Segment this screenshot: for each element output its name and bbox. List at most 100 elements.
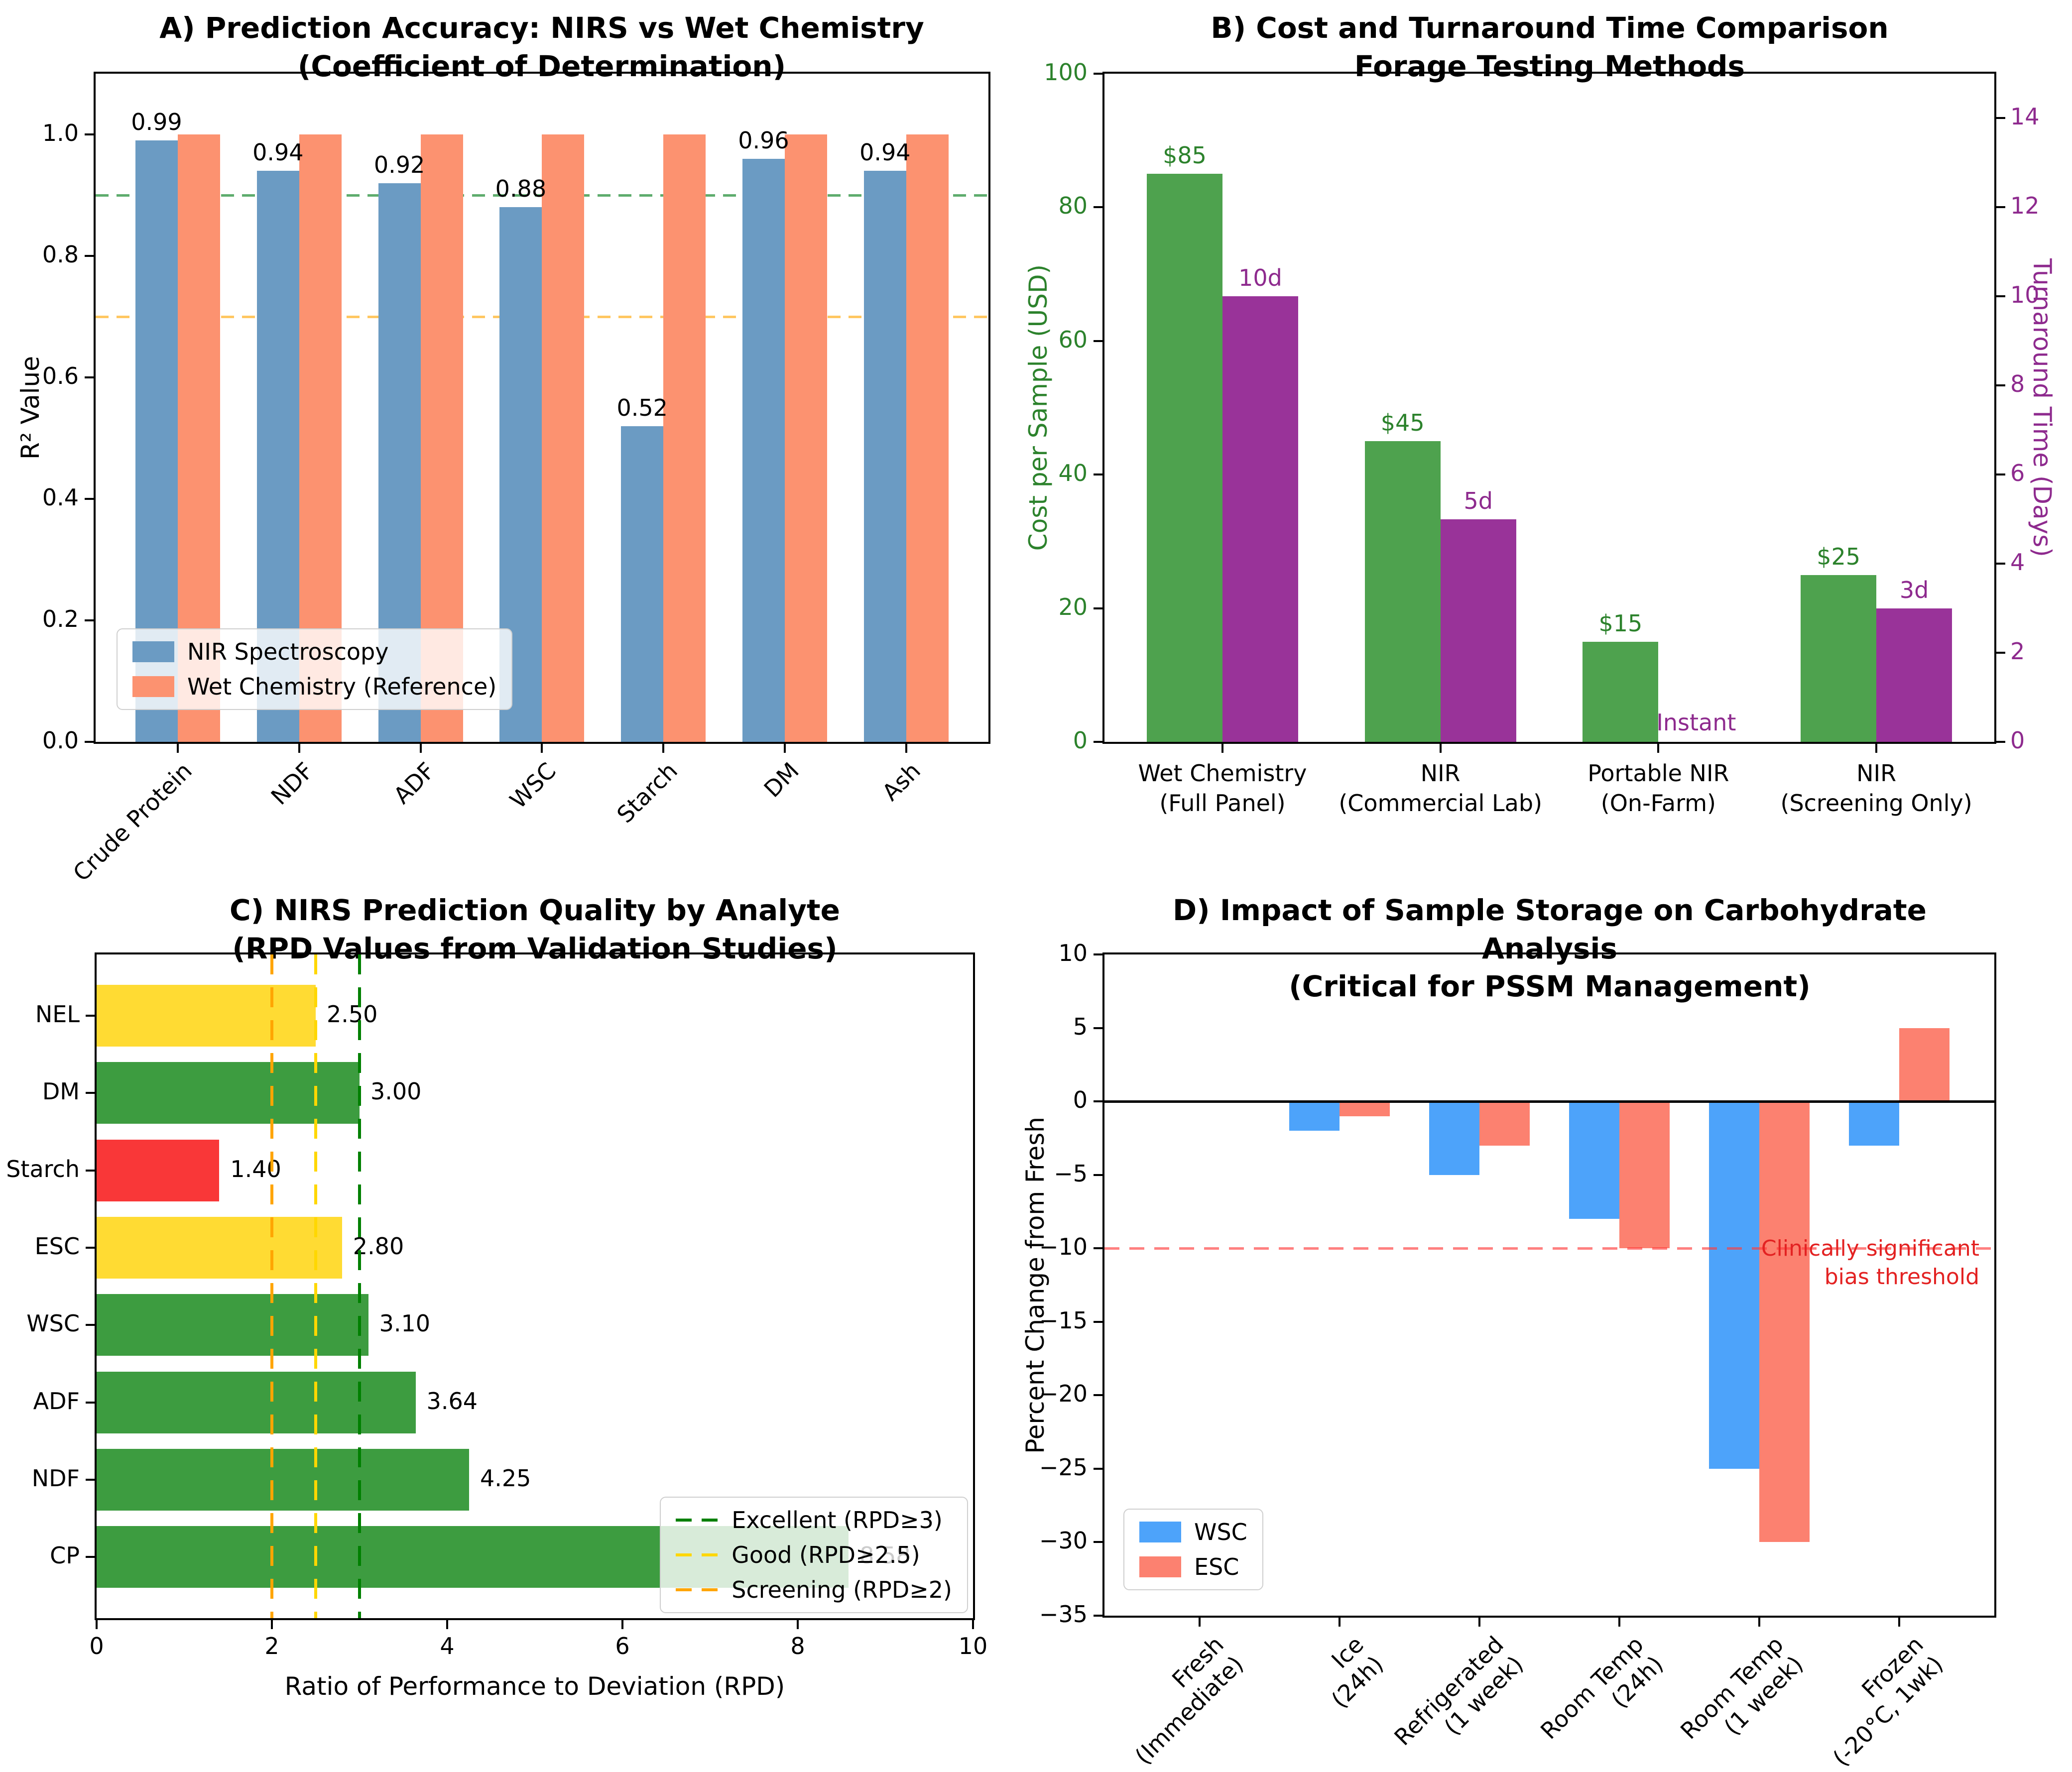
panel-b-xtick-mark [1439,744,1442,753]
bar-a-value-label: 0.96 [738,126,789,154]
panel-d-legend-item-1-swatch [1139,1556,1181,1577]
panel-a-ytick-label: 0.6 [42,362,79,389]
panel-d-ytick-mark [1094,1247,1102,1250]
panel-b-left-ytick-mark [1094,340,1102,342]
panel-d-ytick-label: −15 [1039,1306,1088,1334]
panel-a-legend-item-1: Wet Chemistry (Reference) [132,673,496,700]
bar-d-esc-4 [1759,1101,1810,1542]
panel-b-left-ytick-label: 0 [1073,727,1088,754]
panel-d-threshold-text: Clinically significant bias threshold [1761,1236,1979,1290]
panel-d-ytick-mark [1094,1174,1102,1176]
bar-b-days-label: 5d [1463,487,1493,514]
bar-c-starch [97,1139,220,1201]
panel-a-ytick-mark [85,741,94,743]
panel-a-title: A) Prediction Accuracy: NIRS vs Wet Chem… [159,11,924,83]
bar-b-cost-label: $25 [1817,543,1860,570]
bar-c-dm [97,1062,360,1124]
bar-d-wsc-2 [1429,1101,1479,1175]
panel-c-ytick-mark [86,1169,95,1172]
panel-c-legend-item-0-swatch [676,1519,719,1522]
panel-a-ytick-mark [85,133,94,135]
panel-c-ytick-mark [86,1015,95,1017]
panel-b-right-ytick-label: 10 [2010,281,2040,309]
panel-c-threshold-line-0 [358,954,361,1618]
panel-d-legend-item-1: ESC [1139,1553,1247,1580]
panel-d-ytick-mark [1094,1027,1102,1029]
bar-d-wsc-4 [1709,1101,1759,1469]
bar-b-cost-3 [1801,575,1877,742]
panel-d-title: D) Impact of Sample Storage on Carbohydr… [1173,893,1927,1004]
panel-d-ytick-label: −20 [1039,1380,1088,1408]
panel-a-xtick-mark [298,744,300,753]
panel-b-left-ytick-label: 80 [1058,192,1088,220]
panel-c-legend-item-2-swatch [676,1588,719,1591]
bar-c-value-label: 2.50 [327,1001,378,1028]
panel-b-right-ytick-label: 12 [2010,192,2040,220]
bar-a-value-label: 0.52 [616,394,668,421]
bar-c-value-label: 3.10 [379,1310,431,1337]
panel-a-ytick-label: 0.0 [42,727,79,754]
panel-d-ytick-mark [1094,1394,1102,1397]
panel-d-ytick-mark [1094,953,1102,955]
panel-b-xtick-label: NIR (Commercial Lab) [1339,760,1543,817]
panel-b-right-ytick-mark [1996,473,2005,476]
panel-a-ytick-label: 0.8 [42,241,79,268]
panel-b-xtick-label: Wet Chemistry (Full Panel) [1138,760,1307,817]
panel-b-left-y-axis-label: Cost per Sample (USD) [1021,74,1056,742]
bar-b-days-label: 10d [1238,264,1282,292]
bar-a-value-label: 0.99 [131,109,182,136]
panel-c-xtick-mark [621,1620,623,1629]
bar-b-days-label: 3d [1899,576,1929,603]
panel-d-xtick-mark [1758,1618,1760,1627]
panel-a-legend-item-0-label: NIR Spectroscopy [187,638,389,665]
panel-c-threshold-line-2 [270,954,273,1618]
panel-a-ytick-mark [85,619,94,621]
panel-a-ytick-label: 0.4 [42,484,79,511]
panel-c-ytick-label: Starch [6,1155,80,1182]
panel-a-legend-item-0: NIR Spectroscopy [132,638,496,665]
panel-d-legend: WSC ESC [1123,1509,1263,1590]
bar-c-value-label: 4.25 [480,1464,531,1492]
panel-b-right-ytick-mark [1996,206,2005,209]
panel-d-legend-item-0-swatch [1139,1522,1181,1542]
panel-c-ytick-label: ESC [34,1232,80,1260]
panel-c-x-axis-label: Ratio of Performance to Deviation (RPD) [284,1672,785,1701]
panel-a-plot-border [94,72,990,744]
panel-c-ytick-mark [86,1478,95,1481]
bar-c-value-label: 2.80 [353,1232,404,1260]
panel-b-left-ytick-mark [1094,73,1102,75]
panel-a-legend-item-1-label: Wet Chemistry (Reference) [187,673,497,700]
panel-b-left-ytick-label: 20 [1058,593,1088,620]
panel-d-xtick-mark [1618,1618,1620,1627]
panel-d-legend-item-1-label: ESC [1194,1553,1239,1580]
panel-c-xtick-mark [446,1620,448,1629]
panel-c-ytick-label: NDF [31,1464,80,1492]
panel-b-left-ytick-mark [1094,607,1102,609]
bar-a-wetchem-5 [785,134,827,742]
bar-a-wetchem-6 [906,134,949,742]
bar-b-cost-2 [1583,641,1659,742]
panel-b-right-ytick-label: 2 [2010,638,2025,665]
panel-c-xtick-mark [271,1620,273,1629]
panel-c-ytick-label: CP [50,1542,80,1569]
panel-c-legend-item-2: Screening (RPD≥2) [676,1576,952,1603]
panel-b-left-ytick-label: 40 [1058,460,1088,487]
panel-d-ytick-label: −5 [1054,1160,1088,1187]
panel-a-ytick-label: 1.0 [42,119,79,146]
bar-c-value-label: 3.00 [370,1078,422,1105]
panel-d-threshold-line [1104,1247,1994,1250]
panel-b-left-ytick-label: 100 [1044,59,1088,86]
panel-b-right-y-axis-label-text: Turnaround Time (Days) [2028,258,2057,557]
panel-b-right-ytick-label: 14 [2010,103,2040,130]
panel-d-ytick-label: −25 [1039,1453,1088,1481]
panel-c-threshold-line-1 [314,954,317,1618]
panel-a-xtick-mark [905,744,907,753]
panel-c-xtick-mark [96,1620,98,1629]
panel-c-xtick-label: 8 [790,1633,805,1659]
panel-c-ytick-mark [86,1401,95,1404]
panel-d-ytick-label: 10 [1058,940,1088,966]
panel-d-plot-border [1102,952,1996,1618]
bar-b-cost-label: $85 [1163,142,1207,169]
panel-c-ytick-label: ADF [33,1387,80,1415]
panel-c-xtick-mark [797,1620,799,1629]
